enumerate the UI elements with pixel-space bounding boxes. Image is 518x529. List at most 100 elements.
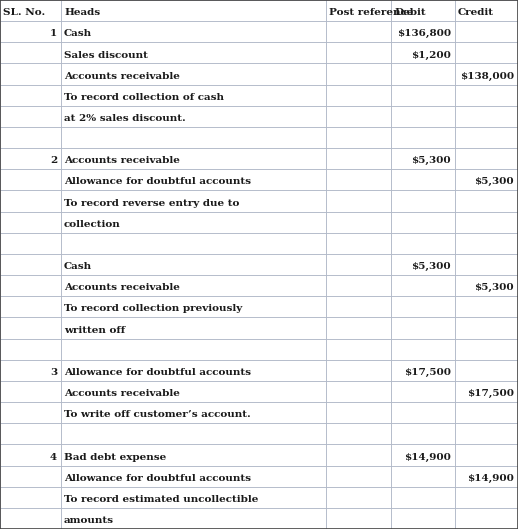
Bar (0, 106, 61, 127)
Bar (326, 85, 391, 106)
Bar (326, 42, 391, 63)
Bar (61, 233, 326, 254)
Bar (326, 466, 391, 487)
Text: 4: 4 (50, 452, 57, 462)
Bar (61, 466, 326, 487)
Bar (0, 233, 61, 254)
Bar (326, 254, 391, 275)
Bar (391, 444, 455, 466)
Text: Accounts receivable: Accounts receivable (64, 71, 180, 81)
Bar (0, 487, 61, 508)
Text: 2: 2 (50, 156, 57, 166)
Text: $17,500: $17,500 (467, 389, 514, 398)
Bar (326, 169, 391, 190)
Bar (455, 275, 518, 296)
Text: Accounts receivable: Accounts receivable (64, 389, 180, 398)
Bar (61, 0, 326, 21)
Bar (0, 444, 61, 466)
Bar (61, 63, 326, 85)
Bar (391, 339, 455, 360)
Bar (391, 466, 455, 487)
Bar (61, 148, 326, 169)
Bar (0, 85, 61, 106)
Text: at 2% sales discount.: at 2% sales discount. (64, 114, 186, 123)
Text: To write off customer’s account.: To write off customer’s account. (64, 410, 251, 419)
Text: To record collection previously: To record collection previously (64, 304, 242, 314)
Text: 3: 3 (50, 368, 57, 377)
Bar (61, 85, 326, 106)
Bar (0, 381, 61, 402)
Bar (0, 21, 61, 42)
Bar (455, 42, 518, 63)
Text: $14,900: $14,900 (404, 452, 451, 462)
Bar (391, 0, 455, 21)
Bar (326, 317, 391, 339)
Bar (326, 106, 391, 127)
Bar (61, 42, 326, 63)
Bar (455, 402, 518, 423)
Bar (0, 275, 61, 296)
Bar (391, 63, 455, 85)
Bar (391, 169, 455, 190)
Text: Debit: Debit (394, 8, 426, 17)
Text: $17,500: $17,500 (404, 368, 451, 377)
Bar (391, 127, 455, 148)
Bar (61, 487, 326, 508)
Text: 1: 1 (50, 29, 57, 39)
Bar (0, 148, 61, 169)
Bar (391, 275, 455, 296)
Bar (0, 190, 61, 212)
Bar (0, 254, 61, 275)
Bar (455, 106, 518, 127)
Text: $5,300: $5,300 (474, 177, 514, 187)
Bar (391, 317, 455, 339)
Bar (455, 190, 518, 212)
Bar (391, 381, 455, 402)
Bar (61, 402, 326, 423)
Text: SL. No.: SL. No. (3, 8, 45, 17)
Text: Sales discount: Sales discount (64, 50, 148, 60)
Text: $14,900: $14,900 (467, 473, 514, 483)
Text: $136,800: $136,800 (397, 29, 451, 39)
Bar (61, 508, 326, 529)
Bar (455, 148, 518, 169)
Bar (455, 127, 518, 148)
Bar (0, 169, 61, 190)
Text: Post reference: Post reference (329, 8, 414, 17)
Bar (61, 254, 326, 275)
Bar (61, 190, 326, 212)
Bar (455, 0, 518, 21)
Text: Credit: Credit (458, 8, 494, 17)
Text: Allowance for doubtful accounts: Allowance for doubtful accounts (64, 177, 251, 187)
Bar (455, 360, 518, 381)
Bar (455, 466, 518, 487)
Text: Bad debt expense: Bad debt expense (64, 452, 166, 462)
Bar (61, 381, 326, 402)
Text: To record estimated uncollectible: To record estimated uncollectible (64, 495, 258, 504)
Bar (326, 21, 391, 42)
Text: Heads: Heads (64, 8, 100, 17)
Bar (0, 63, 61, 85)
Bar (455, 63, 518, 85)
Bar (326, 0, 391, 21)
Bar (61, 444, 326, 466)
Bar (326, 508, 391, 529)
Text: amounts: amounts (64, 516, 114, 525)
Bar (0, 508, 61, 529)
Text: Accounts receivable: Accounts receivable (64, 156, 180, 166)
Text: $5,300: $5,300 (411, 262, 451, 271)
Bar (0, 360, 61, 381)
Bar (0, 212, 61, 233)
Bar (455, 381, 518, 402)
Bar (455, 423, 518, 444)
Bar (61, 317, 326, 339)
Bar (455, 233, 518, 254)
Bar (391, 296, 455, 317)
Text: To record collection of cash: To record collection of cash (64, 93, 224, 102)
Text: To record reverse entry due to: To record reverse entry due to (64, 198, 239, 208)
Bar (0, 296, 61, 317)
Bar (61, 212, 326, 233)
Bar (326, 423, 391, 444)
Text: Allowance for doubtful accounts: Allowance for doubtful accounts (64, 473, 251, 483)
Text: Accounts receivable: Accounts receivable (64, 283, 180, 293)
